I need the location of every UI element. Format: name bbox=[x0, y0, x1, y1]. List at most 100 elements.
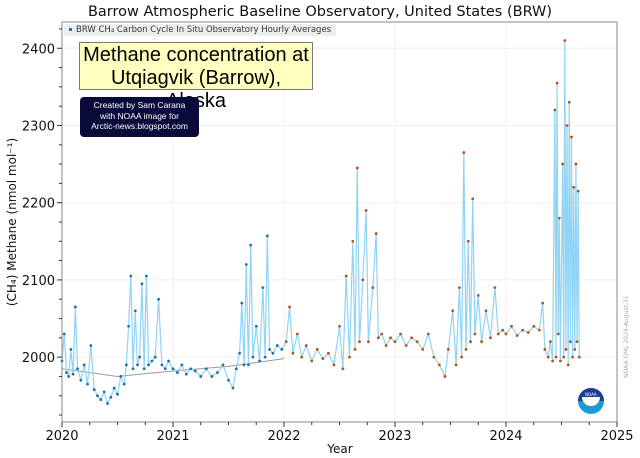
data-point bbox=[82, 363, 86, 367]
data-point bbox=[348, 355, 351, 359]
data-point bbox=[564, 348, 568, 351]
data-point bbox=[204, 367, 208, 371]
data-point bbox=[341, 367, 345, 371]
data-point bbox=[136, 363, 139, 367]
data-point bbox=[261, 286, 265, 290]
data-point bbox=[501, 328, 505, 332]
data-point bbox=[127, 324, 130, 328]
data-point bbox=[466, 239, 470, 243]
data-point bbox=[410, 336, 414, 340]
data-point bbox=[193, 369, 197, 373]
data-point bbox=[249, 243, 253, 247]
data-point bbox=[575, 340, 579, 344]
data-point bbox=[129, 274, 133, 278]
data-point bbox=[567, 100, 571, 104]
data-point bbox=[268, 348, 271, 351]
data-point bbox=[144, 274, 148, 278]
data-point bbox=[351, 239, 355, 243]
data-point bbox=[462, 151, 466, 154]
data-point bbox=[89, 344, 93, 347]
data-point bbox=[432, 355, 436, 359]
data-point bbox=[471, 197, 475, 201]
data-point bbox=[399, 332, 402, 336]
data-point bbox=[138, 355, 142, 359]
data-point bbox=[537, 328, 541, 332]
x-tick-label: 2020 bbox=[45, 429, 78, 444]
headline-box: Methane concentration at Utqiagvik (Barr… bbox=[79, 42, 313, 112]
data-point bbox=[561, 162, 565, 166]
data-point bbox=[541, 301, 545, 305]
data-point bbox=[404, 344, 408, 347]
data-point bbox=[62, 332, 66, 336]
x-tick-label: 2021 bbox=[156, 429, 189, 444]
legend-label: BRW CH₄ Carbon Cycle In Situ Observatory… bbox=[76, 25, 332, 35]
data-point bbox=[551, 359, 555, 363]
data-point bbox=[451, 309, 455, 313]
data-point bbox=[119, 375, 123, 378]
data-point bbox=[415, 340, 419, 344]
data-point bbox=[153, 355, 157, 359]
x-tick-label: 2023 bbox=[378, 429, 411, 444]
data-point bbox=[366, 340, 370, 344]
data-point bbox=[371, 286, 375, 290]
data-point bbox=[71, 372, 75, 376]
data-point bbox=[167, 359, 170, 363]
data-point bbox=[364, 209, 368, 212]
data-point bbox=[160, 363, 164, 367]
data-point bbox=[421, 348, 425, 351]
data-point bbox=[555, 81, 559, 85]
data-point bbox=[361, 278, 365, 282]
x-tick-label: 2025 bbox=[600, 429, 633, 444]
data-point bbox=[473, 332, 477, 336]
data-point bbox=[238, 351, 242, 355]
data-point bbox=[184, 372, 188, 376]
data-point bbox=[515, 334, 519, 337]
data-point bbox=[163, 367, 167, 371]
data-point bbox=[288, 305, 291, 309]
data-point bbox=[562, 355, 566, 359]
data-point bbox=[275, 344, 279, 347]
data-point bbox=[171, 367, 175, 371]
data-point bbox=[389, 336, 392, 340]
data-point bbox=[557, 216, 561, 220]
data-point bbox=[86, 382, 89, 386]
y-tick-label: 2300 bbox=[22, 119, 55, 134]
data-point bbox=[79, 378, 83, 382]
data-point bbox=[566, 363, 570, 367]
data-point bbox=[446, 348, 450, 351]
data-point bbox=[521, 328, 525, 332]
y-axis: 2000 2100 2200 2300 2400 bbox=[22, 28, 62, 416]
data-point bbox=[573, 348, 577, 351]
data-point bbox=[315, 348, 319, 351]
data-point bbox=[571, 355, 574, 359]
data-point bbox=[374, 232, 378, 235]
data-point bbox=[102, 390, 106, 394]
data-point bbox=[454, 363, 458, 367]
data-point bbox=[355, 166, 359, 170]
watermark: NOAA GML 2024-August-31 bbox=[623, 295, 630, 378]
data-point bbox=[577, 355, 581, 359]
data-point bbox=[124, 363, 128, 367]
data-point bbox=[176, 371, 179, 374]
data-point bbox=[426, 332, 430, 336]
data-point bbox=[69, 348, 73, 351]
data-point bbox=[157, 297, 160, 301]
data-point bbox=[199, 375, 203, 378]
data-point bbox=[65, 371, 68, 374]
data-point bbox=[210, 375, 214, 378]
data-point bbox=[221, 363, 225, 367]
data-point bbox=[321, 357, 325, 361]
data-point bbox=[554, 355, 558, 359]
data-point bbox=[99, 398, 103, 402]
y-tick-label: 2100 bbox=[22, 274, 55, 289]
data-point bbox=[234, 367, 238, 371]
data-point bbox=[112, 386, 116, 390]
data-point bbox=[384, 344, 388, 347]
data-point bbox=[109, 395, 113, 399]
data-point bbox=[570, 135, 573, 139]
data-point bbox=[553, 108, 557, 112]
data-point bbox=[556, 332, 560, 336]
data-point bbox=[271, 351, 275, 355]
data-point bbox=[180, 363, 184, 367]
data-point bbox=[344, 274, 348, 278]
